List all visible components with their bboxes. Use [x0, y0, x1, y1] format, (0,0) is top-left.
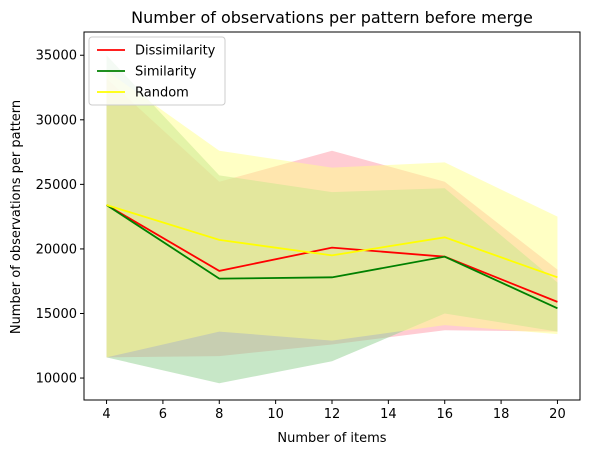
line-random — [106, 204, 558, 279]
y-tick-label: 35000 — [36, 49, 77, 64]
x-tick-label: 16 — [436, 407, 453, 422]
y-tick-label: 15000 — [36, 307, 77, 322]
y-tick-label: 10000 — [36, 372, 77, 387]
x-axis-ticks: 4 6 8 10 12 14 16 18 20 — [102, 400, 566, 422]
x-tick-label: 18 — [493, 407, 510, 422]
confidence-bands — [106, 55, 558, 384]
legend-label-dissimilarity: Dissimilarity — [135, 44, 216, 59]
y-tick-label: 20000 — [36, 242, 77, 257]
y-tick-label: 30000 — [36, 113, 77, 128]
band-random — [106, 70, 558, 358]
x-tick-label: 20 — [549, 407, 566, 422]
legend-box — [88, 36, 226, 106]
x-tick-label: 8 — [215, 407, 223, 422]
x-tick-label: 4 — [102, 407, 110, 422]
chart-title: Number of observations per pattern befor… — [131, 8, 533, 27]
legend-label-random: Random — [135, 86, 189, 101]
y-axis-label: Number of observations per pattern — [9, 100, 24, 334]
x-tick-label: 14 — [380, 407, 397, 422]
legend: Dissimilarity Similarity Random — [88, 36, 226, 106]
series-lines — [106, 204, 558, 310]
line-dissimilarity — [106, 204, 558, 303]
line-similarity — [106, 204, 558, 310]
legend-label-similarity: Similarity — [135, 65, 197, 80]
x-tick-label: 10 — [267, 407, 284, 422]
x-axis-label: Number of items — [277, 431, 386, 446]
y-tick-label: 25000 — [36, 178, 77, 193]
x-tick-label: 6 — [159, 407, 167, 422]
x-tick-label: 12 — [324, 407, 341, 422]
y-axis-ticks: 10000 15000 20000 25000 30000 35000 — [36, 49, 84, 387]
